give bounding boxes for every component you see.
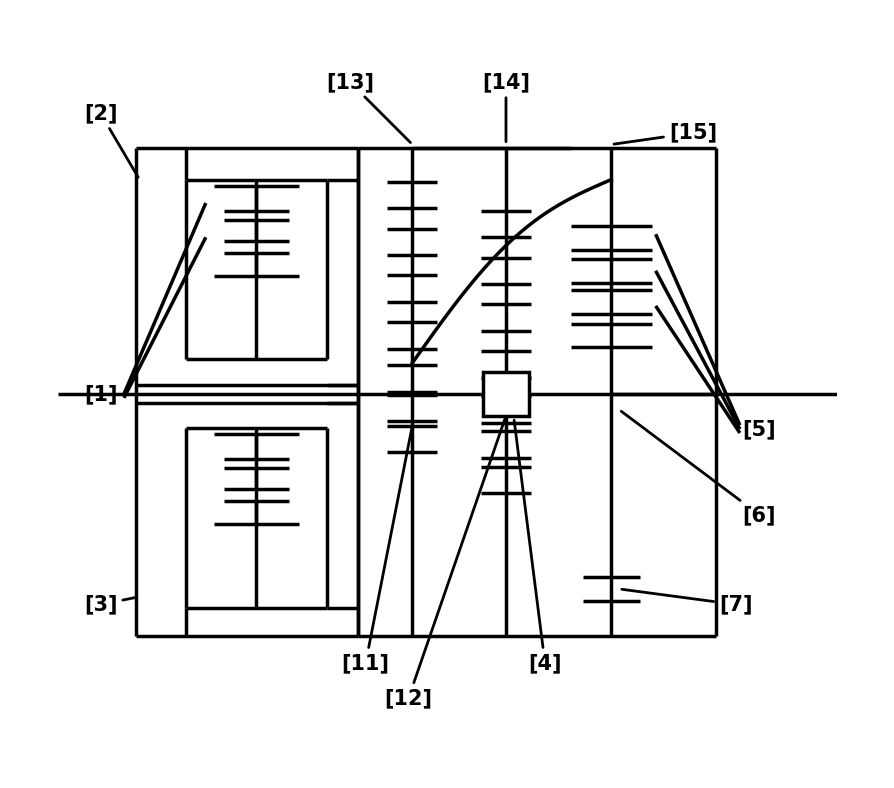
Text: [6]: [6] xyxy=(620,411,775,525)
Text: [11]: [11] xyxy=(342,428,411,673)
Text: [4]: [4] xyxy=(513,420,561,673)
Text: [5]: [5] xyxy=(742,419,775,439)
Text: [3]: [3] xyxy=(84,594,137,615)
Text: [13]: [13] xyxy=(325,72,410,143)
Text: [2]: [2] xyxy=(84,103,138,177)
Text: [1]: [1] xyxy=(84,384,117,404)
Text: [14]: [14] xyxy=(482,72,529,142)
Text: [12]: [12] xyxy=(384,418,504,708)
Bar xyxy=(482,372,528,416)
Text: [7]: [7] xyxy=(621,589,752,615)
Text: [15]: [15] xyxy=(613,123,716,144)
